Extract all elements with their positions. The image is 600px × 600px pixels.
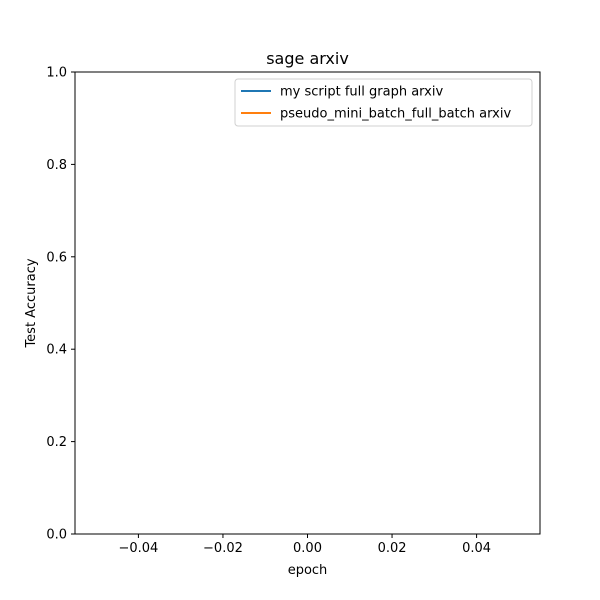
x-tick-label: 0.02: [378, 541, 407, 556]
chart-title: sage arxiv: [266, 49, 349, 68]
x-axis-label: epoch: [288, 563, 328, 578]
x-tick-label: 0.04: [462, 541, 491, 556]
y-tick-label: 0.0: [46, 528, 67, 543]
y-tick-label: 1.0: [46, 66, 67, 81]
y-tick-label: 0.8: [46, 158, 67, 173]
y-tick-label: 0.2: [46, 435, 67, 450]
y-tick-label: 0.4: [46, 343, 67, 358]
x-axis-ticks: −0.04 −0.02 0.00 0.02 0.04: [118, 534, 491, 556]
legend: my script full graph arxiv pseudo_mini_ba…: [234, 78, 533, 127]
x-tick-label: 0.00: [293, 541, 322, 556]
legend-label-1: my script full graph arxiv: [280, 85, 443, 100]
legend-items: my script full graph arxiv pseudo_mini_ba…: [241, 85, 511, 122]
y-axis-label: Test Accuracy: [24, 258, 39, 348]
plot-area: [74, 71, 541, 535]
legend-box: [234, 78, 533, 127]
legend-label-2: pseudo_mini_batch_full_batch arxiv: [280, 107, 511, 122]
y-axis-ticks: 0.0 0.2 0.4 0.6 0.8 1.0: [46, 66, 75, 543]
x-tick-label: −0.04: [118, 541, 158, 556]
y-tick-label: 0.6: [46, 250, 67, 265]
x-tick-label: −0.02: [203, 541, 243, 556]
axes-frame: [74, 71, 541, 535]
